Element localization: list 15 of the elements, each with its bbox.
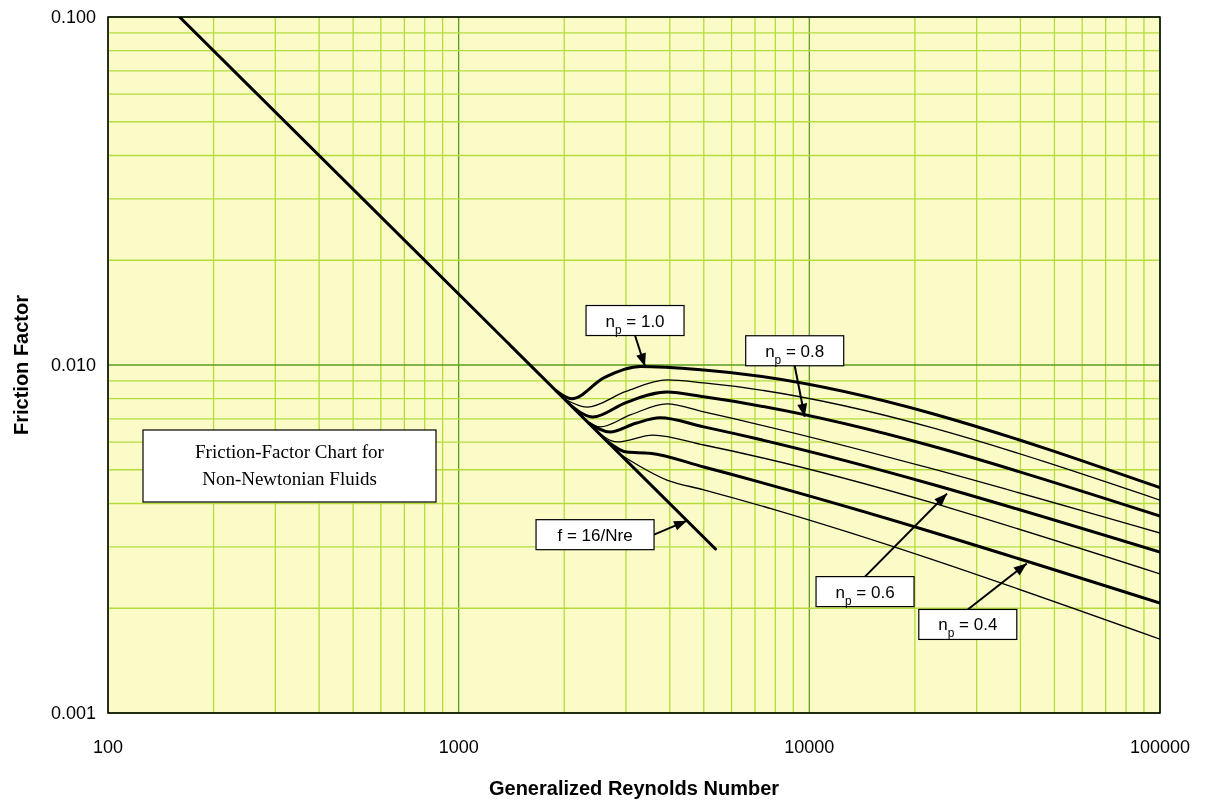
x-tick-label: 100: [92, 737, 124, 757]
title-box: Friction-Factor Chart for Non-Newtonian Fluids: [142, 429, 437, 503]
y-tick-label: 0.100: [50, 7, 96, 28]
annotation: f = 16/Nre: [557, 525, 633, 545]
annotation: n$_{p}$ = 0.4: [938, 615, 998, 641]
x-axis-title: Generalized Reynolds Number: [488, 777, 780, 799]
annotation: n$_{p}$ = 1.0: [605, 311, 665, 337]
y-axis-title: Friction Factor: [10, 294, 32, 436]
x-tick-label: 10000: [784, 737, 835, 757]
y-tick-label: 0.010: [50, 355, 96, 376]
x-tick-label: 1000: [438, 737, 479, 757]
x-tick-label: 100000: [1129, 737, 1191, 757]
y-tick-label: 0.001: [50, 703, 96, 724]
annotation: n$_{p}$ = 0.8: [765, 341, 825, 367]
annotation: n$_{p}$ = 0.6: [835, 582, 895, 608]
